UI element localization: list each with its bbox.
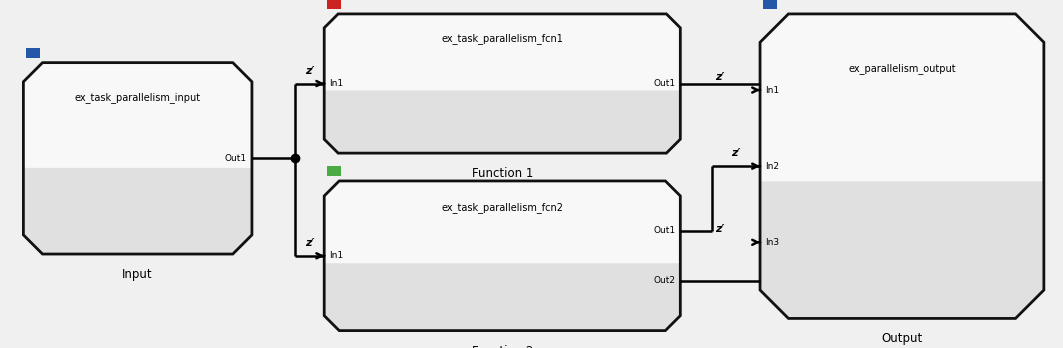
Polygon shape (324, 181, 680, 263)
Polygon shape (324, 181, 680, 331)
Text: In1: In1 (330, 79, 343, 88)
Polygon shape (324, 14, 680, 90)
Polygon shape (23, 63, 252, 254)
Text: z′: z′ (305, 65, 315, 76)
Text: Output: Output (881, 332, 923, 346)
Bar (327, 166, 341, 176)
Text: ex_task_parallelism_fcn2: ex_task_parallelism_fcn2 (441, 203, 563, 213)
Polygon shape (760, 14, 1044, 318)
Text: z′: z′ (305, 238, 315, 248)
Text: ex_task_parallelism_input: ex_task_parallelism_input (74, 92, 201, 103)
Text: z′: z′ (715, 72, 725, 82)
Text: z′: z′ (731, 148, 741, 158)
Text: In1: In1 (765, 86, 779, 95)
Text: In3: In3 (765, 238, 779, 247)
Text: Out1: Out1 (653, 79, 675, 88)
Text: Input: Input (122, 268, 153, 281)
Text: Function 1: Function 1 (472, 167, 533, 180)
Polygon shape (760, 14, 1044, 181)
Text: ex_parallelism_output: ex_parallelism_output (848, 63, 956, 74)
Text: In2: In2 (765, 162, 779, 171)
Text: ex_task_parallelism_fcn1: ex_task_parallelism_fcn1 (441, 33, 563, 45)
Text: In1: In1 (330, 251, 343, 260)
Polygon shape (23, 63, 252, 168)
Bar (327, 0, 341, 9)
Text: Function 2: Function 2 (472, 345, 533, 348)
Text: Out1: Out1 (653, 226, 675, 235)
Text: Out1: Out1 (224, 154, 247, 163)
Text: Out2: Out2 (654, 276, 675, 285)
Bar (763, 0, 777, 9)
Polygon shape (324, 14, 680, 153)
Bar (27, 48, 40, 58)
Text: z′: z′ (715, 224, 725, 234)
